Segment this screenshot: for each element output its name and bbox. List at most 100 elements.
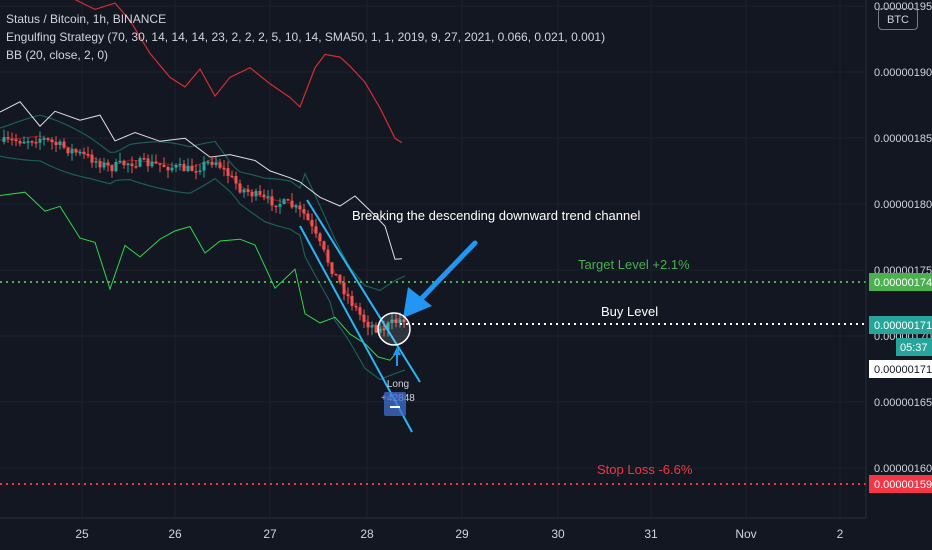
candle-body: [386, 322, 390, 331]
candle-body: [394, 319, 398, 323]
candle-body: [206, 161, 210, 164]
candle-body: [374, 325, 378, 333]
candlestick-series: [2, 129, 406, 339]
candle-body: [94, 161, 98, 163]
x-tick-label: 26: [168, 527, 182, 541]
candle-body: [62, 141, 66, 148]
engulfing-red-indicator-line: [74, 0, 403, 144]
stop-loss-label: Stop Loss -6.6%: [597, 462, 693, 477]
y-tick-label: 0.00000190: [874, 67, 932, 79]
candle-body: [118, 160, 122, 163]
engulfing-white-indicator-line: [0, 101, 403, 260]
candle-body: [14, 139, 18, 142]
breakout-arrow: [403, 240, 478, 318]
candle-body: [310, 219, 314, 227]
candle-body: [130, 163, 134, 167]
candle-body: [318, 233, 322, 242]
y-tick-label: 0.00000165: [874, 397, 932, 409]
target-price-tag: 0.00000174: [869, 273, 932, 291]
currency-badge[interactable]: BTC: [878, 8, 918, 30]
candle-body: [362, 314, 366, 323]
candle-body: [58, 141, 62, 145]
candle-body: [350, 296, 354, 306]
candle-body: [302, 209, 306, 214]
price-levels: [0, 281, 866, 485]
bollinger-bands: [0, 114, 406, 381]
candle-body: [314, 226, 318, 234]
candle-body: [342, 282, 346, 295]
candle-body: [262, 194, 266, 197]
candle-body: [402, 319, 406, 323]
candle-body: [178, 163, 182, 166]
candle-body: [290, 200, 294, 208]
candle-body: [382, 328, 386, 331]
candle-body: [266, 196, 270, 198]
svg-text:0.00000174: 0.00000174: [874, 277, 932, 289]
candle-body: [6, 137, 10, 139]
y-tick-label: 0.00000185: [874, 133, 932, 145]
candle-body: [110, 165, 114, 172]
candle-body: [214, 162, 218, 166]
candle-body: [202, 161, 206, 171]
candle-body: [146, 158, 150, 167]
candle-body: [242, 189, 246, 193]
engulfing-green-indicator-line: [0, 191, 401, 361]
candle-body: [234, 176, 238, 184]
candle-body: [114, 161, 118, 172]
candle-body: [10, 138, 14, 141]
candle-body: [106, 162, 110, 166]
candle-body: [194, 171, 198, 173]
candle-body: [390, 319, 394, 323]
target-level-label: Target Level +2.1%: [578, 257, 690, 272]
x-tick-label: 31: [644, 527, 658, 541]
candle-body: [398, 319, 402, 323]
candle-body: [370, 325, 374, 328]
candle-body: [338, 274, 342, 283]
candle-body: [98, 161, 102, 168]
x-tick-label: 28: [360, 527, 374, 541]
candle-body: [30, 141, 34, 143]
grid-lines: [0, 0, 866, 518]
price-axis[interactable]: 0.000001950.000001900.000001850.00000180…: [865, 0, 932, 518]
candle-body: [210, 161, 214, 166]
candle-body: [330, 262, 334, 274]
candle-body: [122, 160, 126, 166]
time-axis[interactable]: 25 26 27 28 29 30 31 Nov 2: [0, 517, 866, 541]
candle-body: [278, 204, 282, 207]
candle-body: [54, 142, 58, 145]
symbol-title[interactable]: Status / Bitcoin, 1h, BINANCE: [6, 12, 167, 26]
x-tick-label: 2: [837, 527, 844, 541]
buy-level-label: Buy Level: [601, 304, 658, 319]
stop-price-tag: 0.00000159: [869, 475, 932, 493]
candle-body: [66, 147, 70, 154]
bb-upper-band: [0, 114, 406, 292]
candle-body: [90, 154, 94, 163]
candle-body: [334, 273, 338, 276]
candle-body: [230, 175, 234, 178]
bb-legend[interactable]: BB (20, close, 2, 0): [6, 48, 109, 62]
y-tick-label: 0.00000160: [874, 463, 932, 475]
candle-body: [166, 167, 170, 171]
candle-body: [2, 137, 6, 142]
candle-body: [354, 305, 358, 308]
candle-body: [198, 170, 202, 173]
bb-lower-band: [0, 155, 406, 381]
svg-text:0.00000171: 0.00000171: [874, 364, 932, 376]
candle-body: [298, 205, 302, 210]
candle-body: [22, 141, 26, 144]
candle-body: [34, 141, 38, 144]
candle-body: [18, 141, 22, 144]
candle-body: [46, 138, 50, 140]
candle-body: [134, 166, 138, 168]
candle-body: [222, 167, 226, 170]
candle-body: [82, 151, 86, 154]
strategy-legend[interactable]: Engulfing Strategy (70, 30, 14, 14, 14, …: [6, 30, 606, 44]
countdown-tag: 05:37: [896, 338, 932, 356]
candle-body: [282, 199, 286, 205]
candle-body: [270, 196, 274, 206]
candle-body: [346, 294, 350, 297]
candle-body: [38, 138, 42, 143]
x-tick-label: 29: [455, 527, 469, 541]
candle-body: [326, 249, 330, 263]
